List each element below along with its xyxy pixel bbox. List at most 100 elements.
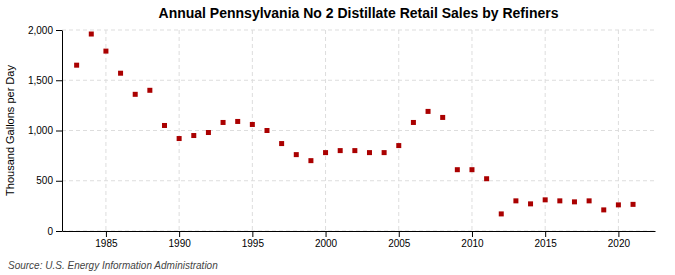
tick-label: 500 bbox=[36, 175, 53, 186]
tick: 1985 bbox=[95, 231, 118, 249]
tick: 2010 bbox=[461, 231, 484, 249]
grid-line bbox=[105, 30, 106, 231]
point bbox=[264, 128, 269, 133]
tick-mark bbox=[545, 231, 546, 237]
point bbox=[367, 150, 372, 155]
tick: 2005 bbox=[388, 231, 411, 249]
title: Annual Pennsylvania No 2 Distillate Reta… bbox=[159, 5, 559, 21]
point bbox=[455, 167, 460, 172]
point bbox=[147, 88, 152, 93]
tick: 1990 bbox=[169, 231, 192, 249]
tick-mark bbox=[56, 131, 62, 132]
tick: 500 bbox=[36, 175, 62, 186]
point bbox=[543, 197, 548, 202]
tick-label: 2020 bbox=[608, 238, 631, 249]
tick-label: 2005 bbox=[388, 238, 411, 249]
grid-line bbox=[62, 180, 655, 181]
tick: 2,000 bbox=[28, 25, 62, 36]
point bbox=[206, 130, 211, 135]
point bbox=[616, 202, 621, 207]
tick-mark bbox=[252, 231, 253, 237]
grid-line bbox=[62, 231, 655, 232]
points bbox=[74, 32, 635, 217]
point bbox=[440, 115, 445, 120]
point bbox=[411, 120, 416, 125]
tick: 1,000 bbox=[28, 125, 62, 136]
plot-area: 1985 1990 1995 2000 2005 2010 2015 2020 0 500 1,00… bbox=[28, 25, 656, 249]
grid-line bbox=[62, 80, 655, 81]
point bbox=[177, 136, 182, 141]
y-axis: 0 500 1,000 1,500 2,000 bbox=[28, 25, 63, 237]
tick-mark bbox=[326, 231, 327, 237]
point bbox=[133, 92, 138, 97]
point bbox=[323, 150, 328, 155]
point bbox=[528, 201, 533, 206]
tick-label: 2010 bbox=[461, 238, 484, 249]
tick-mark bbox=[56, 30, 62, 31]
tick: 2015 bbox=[535, 231, 558, 249]
tick-label: 1985 bbox=[95, 238, 118, 249]
point bbox=[426, 109, 431, 114]
point bbox=[250, 122, 255, 127]
point bbox=[631, 202, 636, 207]
point bbox=[279, 141, 284, 146]
grid-line bbox=[325, 30, 326, 231]
tick-mark bbox=[399, 231, 400, 237]
point bbox=[499, 211, 504, 216]
tick-mark bbox=[56, 231, 62, 232]
source-note: Source: U.S. Energy Information Administ… bbox=[8, 260, 218, 271]
grid bbox=[62, 30, 655, 231]
tick-mark bbox=[618, 231, 619, 237]
point bbox=[587, 198, 592, 203]
grid-line bbox=[398, 30, 399, 231]
point bbox=[513, 198, 518, 203]
tick-label: 2015 bbox=[535, 238, 558, 249]
tick-mark bbox=[56, 181, 62, 182]
point bbox=[352, 148, 357, 153]
grid-line bbox=[252, 30, 253, 231]
point bbox=[118, 71, 123, 76]
point bbox=[338, 148, 343, 153]
grid-line bbox=[62, 30, 655, 31]
tick-mark bbox=[179, 231, 180, 237]
point bbox=[396, 143, 401, 148]
tick-label: 1990 bbox=[169, 238, 192, 249]
tick-label: 2000 bbox=[315, 238, 338, 249]
point bbox=[235, 119, 240, 124]
tick-label: 1,000 bbox=[28, 125, 53, 136]
tick: 2000 bbox=[315, 231, 338, 249]
tick-mark bbox=[106, 231, 107, 237]
chart: 1985 1990 1995 2000 2005 2010 2015 2020 0 500 1,00… bbox=[0, 0, 675, 275]
point bbox=[557, 198, 562, 203]
point bbox=[308, 158, 313, 163]
point bbox=[89, 32, 94, 37]
point bbox=[191, 133, 196, 138]
point bbox=[221, 120, 226, 125]
tick: 1995 bbox=[242, 231, 265, 249]
tick-label: 2,000 bbox=[28, 25, 53, 36]
tick: 2020 bbox=[608, 231, 631, 249]
point bbox=[294, 152, 299, 157]
tick-label: 0 bbox=[47, 226, 53, 237]
point bbox=[601, 207, 606, 212]
point bbox=[74, 63, 79, 68]
point bbox=[103, 49, 108, 54]
y-axis-title: Thousand Gallons per Day bbox=[4, 65, 16, 196]
point bbox=[469, 167, 474, 172]
point bbox=[382, 150, 387, 155]
tick-mark bbox=[472, 231, 473, 237]
grid-line bbox=[618, 30, 619, 231]
tick-mark bbox=[56, 80, 62, 81]
tick: 0 bbox=[47, 226, 62, 237]
grid-line bbox=[471, 30, 472, 231]
x-axis: 1985 1990 1995 2000 2005 2010 2015 2020 bbox=[63, 231, 656, 249]
tick-label: 1995 bbox=[242, 238, 265, 249]
tick-label: 1,500 bbox=[28, 75, 53, 86]
point bbox=[484, 176, 489, 181]
grid-line bbox=[179, 30, 180, 231]
tick: 1,500 bbox=[28, 75, 62, 86]
grid-line bbox=[62, 130, 655, 131]
point bbox=[162, 123, 167, 128]
point bbox=[572, 199, 577, 204]
axis-line bbox=[62, 31, 63, 232]
